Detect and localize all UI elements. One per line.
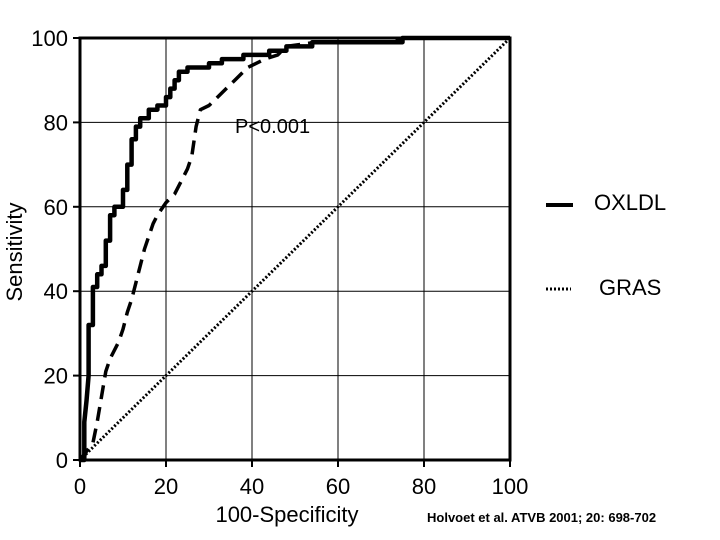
x-tick-label: 100: [492, 474, 529, 499]
x-tick-label: 80: [412, 474, 436, 499]
x-axis-title: 100-Specificity: [215, 502, 358, 527]
series-line-gras: [78, 36, 512, 462]
y-tick-label: 40: [44, 279, 68, 304]
legend-label-gras: GRAS: [599, 275, 661, 300]
series-line-oxldl: [80, 35, 510, 463]
x-tick-label: 0: [74, 474, 86, 499]
series-layer: [78, 35, 512, 463]
x-tick-label: 60: [326, 474, 350, 499]
citation: Holvoet et al. ATVB 2001; 20: 698-702: [427, 510, 656, 525]
x-tick-label: 40: [240, 474, 264, 499]
y-tick-label: 80: [44, 110, 68, 135]
y-tick-label: 100: [31, 26, 68, 51]
y-tick-label: 20: [44, 364, 68, 389]
y-tick-label: 60: [44, 195, 68, 220]
y-tick-label: 0: [56, 448, 68, 473]
plot-frame: [78, 36, 512, 462]
y-axis-title: Sensitivity: [2, 202, 27, 301]
axis-ticks: 0 20 40 60 80 100 0 20 40 60 80 100: [31, 26, 528, 499]
x-tick-label: 20: [154, 474, 178, 499]
legend-label-oxldl: OXLDL: [594, 190, 666, 215]
p-value-annotation: P<0.001: [235, 116, 310, 138]
